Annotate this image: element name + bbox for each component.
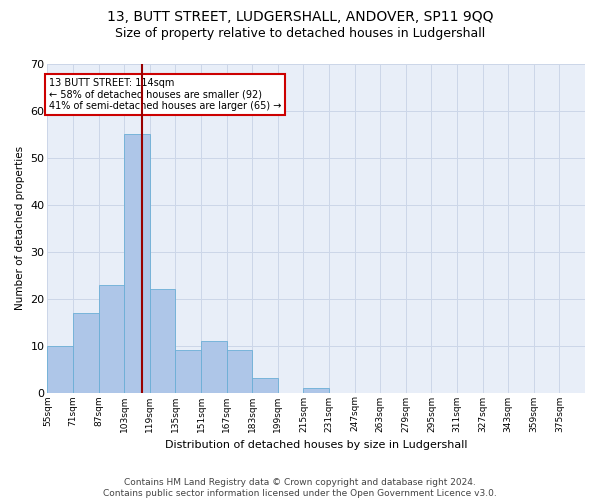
Bar bbox=[304, 388, 329, 392]
Bar bbox=[227, 350, 252, 393]
Bar bbox=[252, 378, 278, 392]
X-axis label: Distribution of detached houses by size in Ludgershall: Distribution of detached houses by size … bbox=[165, 440, 467, 450]
Text: 13, BUTT STREET, LUDGERSHALL, ANDOVER, SP11 9QQ: 13, BUTT STREET, LUDGERSHALL, ANDOVER, S… bbox=[107, 10, 493, 24]
Bar bbox=[201, 341, 227, 392]
Bar bbox=[98, 284, 124, 393]
Bar bbox=[150, 290, 175, 393]
Bar bbox=[124, 134, 150, 392]
Bar bbox=[47, 346, 73, 393]
Text: Size of property relative to detached houses in Ludgershall: Size of property relative to detached ho… bbox=[115, 28, 485, 40]
Y-axis label: Number of detached properties: Number of detached properties bbox=[15, 146, 25, 310]
Bar bbox=[73, 312, 98, 392]
Text: Contains HM Land Registry data © Crown copyright and database right 2024.
Contai: Contains HM Land Registry data © Crown c… bbox=[103, 478, 497, 498]
Bar bbox=[175, 350, 201, 393]
Text: 13 BUTT STREET: 114sqm
← 58% of detached houses are smaller (92)
41% of semi-det: 13 BUTT STREET: 114sqm ← 58% of detached… bbox=[49, 78, 281, 112]
